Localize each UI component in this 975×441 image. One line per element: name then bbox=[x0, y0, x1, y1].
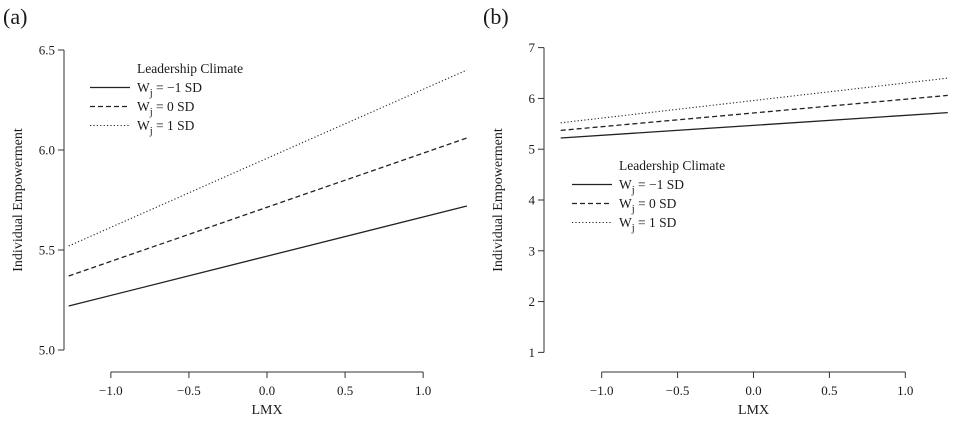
x-tick-label: −1.0 bbox=[99, 383, 123, 398]
series-line-solid bbox=[68, 205, 468, 307]
y-tick-label: 4 bbox=[529, 193, 536, 208]
y-tick-label: 5.0 bbox=[39, 343, 55, 358]
legend-entry: Wj = 0 SD bbox=[619, 196, 677, 215]
series-line-dotted bbox=[560, 77, 948, 124]
legend-entry-rest: = −1 SD bbox=[153, 80, 203, 95]
y-tick-label: 6.5 bbox=[39, 43, 55, 58]
y-tick-label: 1 bbox=[529, 345, 536, 360]
legend-entry-rest: = 1 SD bbox=[153, 118, 195, 133]
legend-entry-subscript: j bbox=[631, 223, 635, 234]
legend-entry: Wj = −1 SD bbox=[619, 177, 684, 196]
panel-a: (a) 5.0 5.5 6.0 6.5 −1.0 −0.5 0.0 0.5 1.0 LMX Indiv… bbox=[3, 4, 468, 418]
x-tick-label: −0.5 bbox=[177, 383, 201, 398]
legend-entry: Wj = 0 SD bbox=[137, 99, 195, 118]
legend-entry-rest: = 0 SD bbox=[153, 99, 195, 114]
panel-b: (b) 1 2 3 4 5 6 7 −1.0 −0.5 0.0 0.5 1.0 LMX Individual… bbox=[483, 4, 948, 418]
panel-label: (a) bbox=[3, 4, 27, 29]
legend-entry: Wj = 1 SD bbox=[619, 215, 677, 234]
y-tick-label: 6 bbox=[529, 91, 536, 106]
legend-entry-rest: = 0 SD bbox=[635, 196, 677, 211]
legend-entry-subscript: j bbox=[149, 126, 153, 137]
legend-entry: Wj = 1 SD bbox=[137, 118, 195, 137]
x-tick-label: 0.0 bbox=[745, 383, 761, 398]
legend-entry: Wj = −1 SD bbox=[137, 80, 202, 99]
legend-entry-main: W bbox=[619, 196, 632, 211]
y-tick-label: 5.5 bbox=[39, 243, 55, 258]
x-tick-label: 0.5 bbox=[337, 383, 353, 398]
legend-entry-subscript: j bbox=[149, 88, 153, 99]
legend-title: Leadership Climate bbox=[137, 61, 243, 76]
x-tick-label: −1.0 bbox=[590, 383, 614, 398]
x-tick-label: 1.0 bbox=[415, 383, 431, 398]
legend-entry-main: W bbox=[137, 118, 150, 133]
y-tick-label: 2 bbox=[529, 294, 536, 309]
legend-entry-rest: = 1 SD bbox=[635, 215, 677, 230]
legend-entry-main: W bbox=[619, 215, 632, 230]
x-tick-label: 0.5 bbox=[821, 383, 837, 398]
series-line-solid bbox=[560, 111, 948, 139]
legend-entry-subscript: j bbox=[149, 107, 153, 118]
y-tick-label: 5 bbox=[529, 142, 536, 157]
series-line-dotted bbox=[68, 69, 468, 247]
legend-title: Leadership Climate bbox=[619, 158, 725, 173]
legend-entry-main: W bbox=[619, 177, 632, 192]
legend-entry-main: W bbox=[137, 99, 150, 114]
x-tick-label: −0.5 bbox=[666, 383, 690, 398]
legend-entry-subscript: j bbox=[631, 204, 635, 215]
x-tick-label: 0.0 bbox=[259, 383, 275, 398]
legend-entry-rest: = −1 SD bbox=[635, 177, 685, 192]
legend-entry-main: W bbox=[137, 80, 150, 95]
panel-label: (b) bbox=[483, 4, 509, 29]
x-axis-title: LMX bbox=[251, 403, 282, 418]
y-axis-title: Individual Empowerment bbox=[491, 128, 506, 272]
series-line-dashed bbox=[560, 94, 948, 132]
y-tick-label: 6.0 bbox=[39, 143, 55, 158]
x-axis-title: LMX bbox=[738, 403, 769, 418]
y-tick-label: 3 bbox=[529, 243, 536, 258]
y-axis-title: Individual Empowerment bbox=[11, 128, 26, 272]
y-tick-label: 7 bbox=[529, 40, 536, 55]
series-line-dashed bbox=[68, 137, 468, 277]
x-tick-label: 1.0 bbox=[897, 383, 913, 398]
legend-entry-subscript: j bbox=[631, 185, 635, 196]
